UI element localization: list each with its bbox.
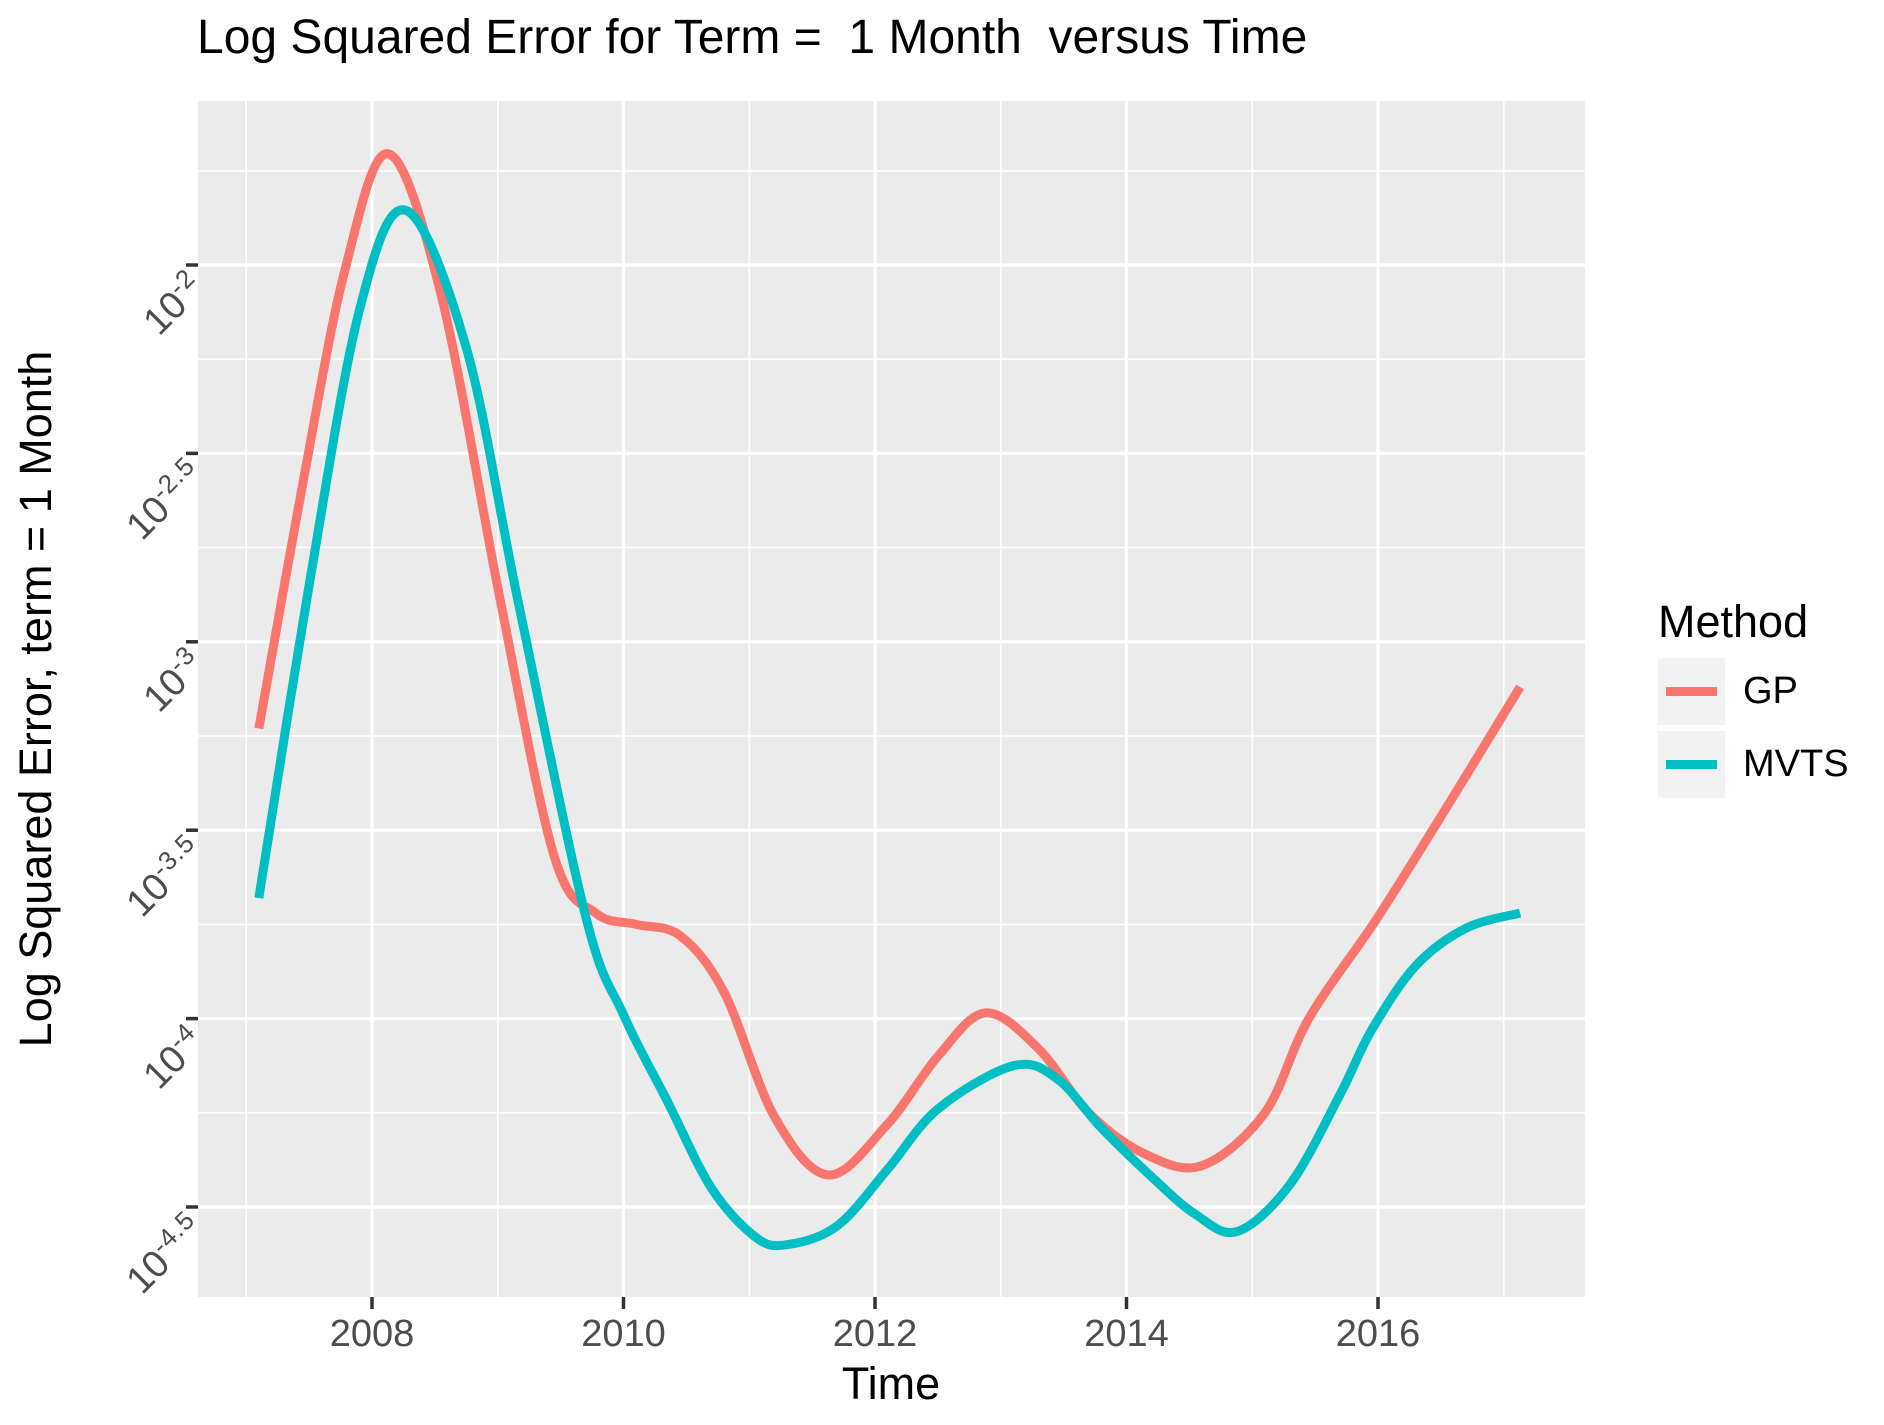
x-tick-label: 2012	[832, 1313, 918, 1355]
grid-minor-lines	[198, 101, 1585, 1297]
legend-entry-label: GP	[1743, 670, 1798, 712]
legend: Method GP MVTS	[1658, 596, 1849, 798]
legend-title: Method	[1658, 596, 1809, 647]
mvts-line	[254, 205, 1522, 1251]
x-tick-label: 2016	[1335, 1313, 1421, 1355]
legend-entry: GP	[1658, 658, 1849, 725]
legend-entry: MVTS	[1658, 731, 1849, 798]
x-tick-label: 2008	[329, 1313, 415, 1355]
x-tick-label: 2014	[1084, 1313, 1169, 1355]
x-tick-label: 2010	[581, 1313, 666, 1355]
x-axis-title: Time	[841, 1358, 941, 1409]
legend-key-line-icon	[1666, 687, 1717, 696]
y-axis-title: Log Squared Error, term = 1 Month	[10, 350, 61, 1048]
legend-key-swatch	[1658, 658, 1725, 725]
gp-line	[254, 149, 1524, 1180]
legend-key-line-icon	[1666, 760, 1717, 769]
legend-entry-label: MVTS	[1743, 743, 1849, 785]
plot-title: Log Squared Error for Term = 1 Month ver…	[197, 11, 1308, 64]
legend-key-swatch	[1658, 731, 1725, 798]
data-curves	[254, 149, 1524, 1251]
axis-tick-marks	[186, 263, 1380, 1309]
panel-background	[198, 101, 1585, 1297]
